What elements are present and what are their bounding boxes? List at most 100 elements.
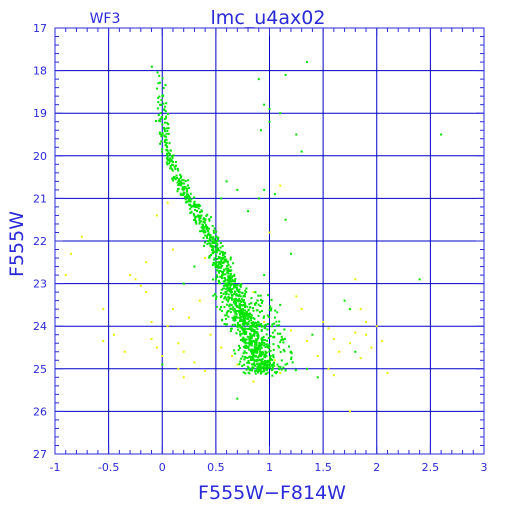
- green-point: [255, 338, 258, 341]
- green-point: [227, 287, 230, 290]
- yellow-point: [252, 291, 255, 294]
- green-point: [207, 232, 210, 235]
- green-point: [219, 263, 222, 266]
- green-point: [230, 280, 233, 283]
- green-point: [241, 304, 244, 307]
- green-point: [254, 291, 257, 294]
- green-point: [166, 121, 169, 124]
- green-point: [259, 372, 262, 375]
- green-point: [265, 366, 268, 369]
- green-point: [268, 308, 271, 311]
- tick-marks: [54, 27, 485, 455]
- green-point: [247, 308, 250, 311]
- green-point: [254, 347, 257, 350]
- green-point: [172, 179, 175, 182]
- green-point: [194, 216, 197, 219]
- green-point: [252, 325, 255, 328]
- green-point: [254, 303, 257, 306]
- green-point: [183, 186, 186, 189]
- green-point: [264, 360, 267, 363]
- green-point: [238, 299, 241, 302]
- green-point: [184, 201, 187, 204]
- green-point: [213, 245, 216, 248]
- green-point: [211, 238, 214, 241]
- green-point: [157, 119, 160, 122]
- green-point: [283, 350, 286, 353]
- green-point: [251, 323, 254, 326]
- y-tick-label: 26: [33, 405, 47, 418]
- green-point: [206, 237, 209, 240]
- green-point: [234, 318, 237, 321]
- green-point: [177, 178, 180, 181]
- green-point: [263, 324, 266, 327]
- green-point: [179, 193, 182, 196]
- green-point: [260, 360, 263, 363]
- green-point: [244, 322, 247, 325]
- green-point: [239, 285, 242, 288]
- green-point: [266, 322, 269, 325]
- green-point: [268, 360, 271, 363]
- green-point: [189, 192, 192, 195]
- green-point: [262, 316, 265, 319]
- yellow-point: [155, 214, 158, 217]
- green-point: [163, 130, 166, 133]
- green-point: [221, 261, 224, 264]
- green-point: [222, 284, 225, 287]
- green-point: [222, 280, 225, 283]
- green-point: [169, 157, 172, 160]
- green-point: [163, 128, 166, 131]
- green-point: [189, 204, 192, 207]
- green-point: [174, 161, 177, 164]
- green-point: [270, 307, 273, 310]
- green-point: [162, 102, 165, 105]
- green-point: [282, 341, 285, 344]
- green-point: [263, 342, 266, 345]
- green-point: [238, 311, 241, 314]
- green-point: [212, 248, 215, 251]
- green-point: [222, 257, 225, 260]
- green-point: [204, 219, 207, 222]
- green-point: [157, 101, 160, 104]
- green-point: [199, 217, 202, 220]
- green-point: [254, 330, 257, 333]
- green-point: [165, 132, 168, 135]
- green-point: [246, 324, 249, 327]
- green-point: [182, 191, 185, 194]
- green-point: [240, 298, 243, 301]
- x-tick-label: 0.5: [207, 461, 225, 474]
- green-point: [166, 155, 169, 158]
- green-point: [241, 310, 244, 313]
- green-point: [247, 210, 250, 213]
- green-point: [170, 155, 173, 158]
- green-point: [258, 311, 261, 314]
- green-point: [179, 175, 182, 178]
- green-point: [241, 338, 244, 341]
- green-point: [316, 376, 319, 379]
- green-point: [166, 163, 169, 166]
- green-point: [236, 325, 239, 328]
- green-point: [256, 363, 259, 366]
- green-point: [258, 362, 261, 365]
- yellow-point: [359, 357, 362, 360]
- green-point: [248, 303, 251, 306]
- green-point: [245, 317, 248, 320]
- green-point: [186, 190, 189, 193]
- yellow-point: [348, 410, 351, 413]
- green-point: [250, 314, 253, 317]
- green-point: [227, 275, 230, 278]
- green-point: [263, 356, 266, 359]
- green-point: [238, 288, 241, 291]
- green-point: [171, 160, 174, 163]
- green-point: [294, 369, 297, 372]
- green-point: [236, 321, 239, 324]
- green-point: [198, 211, 201, 214]
- green-point: [231, 323, 234, 326]
- green-point: [165, 135, 168, 138]
- green-point: [184, 195, 187, 198]
- green-point: [248, 361, 251, 364]
- green-point: [187, 195, 190, 198]
- green-point: [236, 284, 239, 287]
- green-point: [219, 256, 222, 259]
- green-point: [208, 256, 211, 259]
